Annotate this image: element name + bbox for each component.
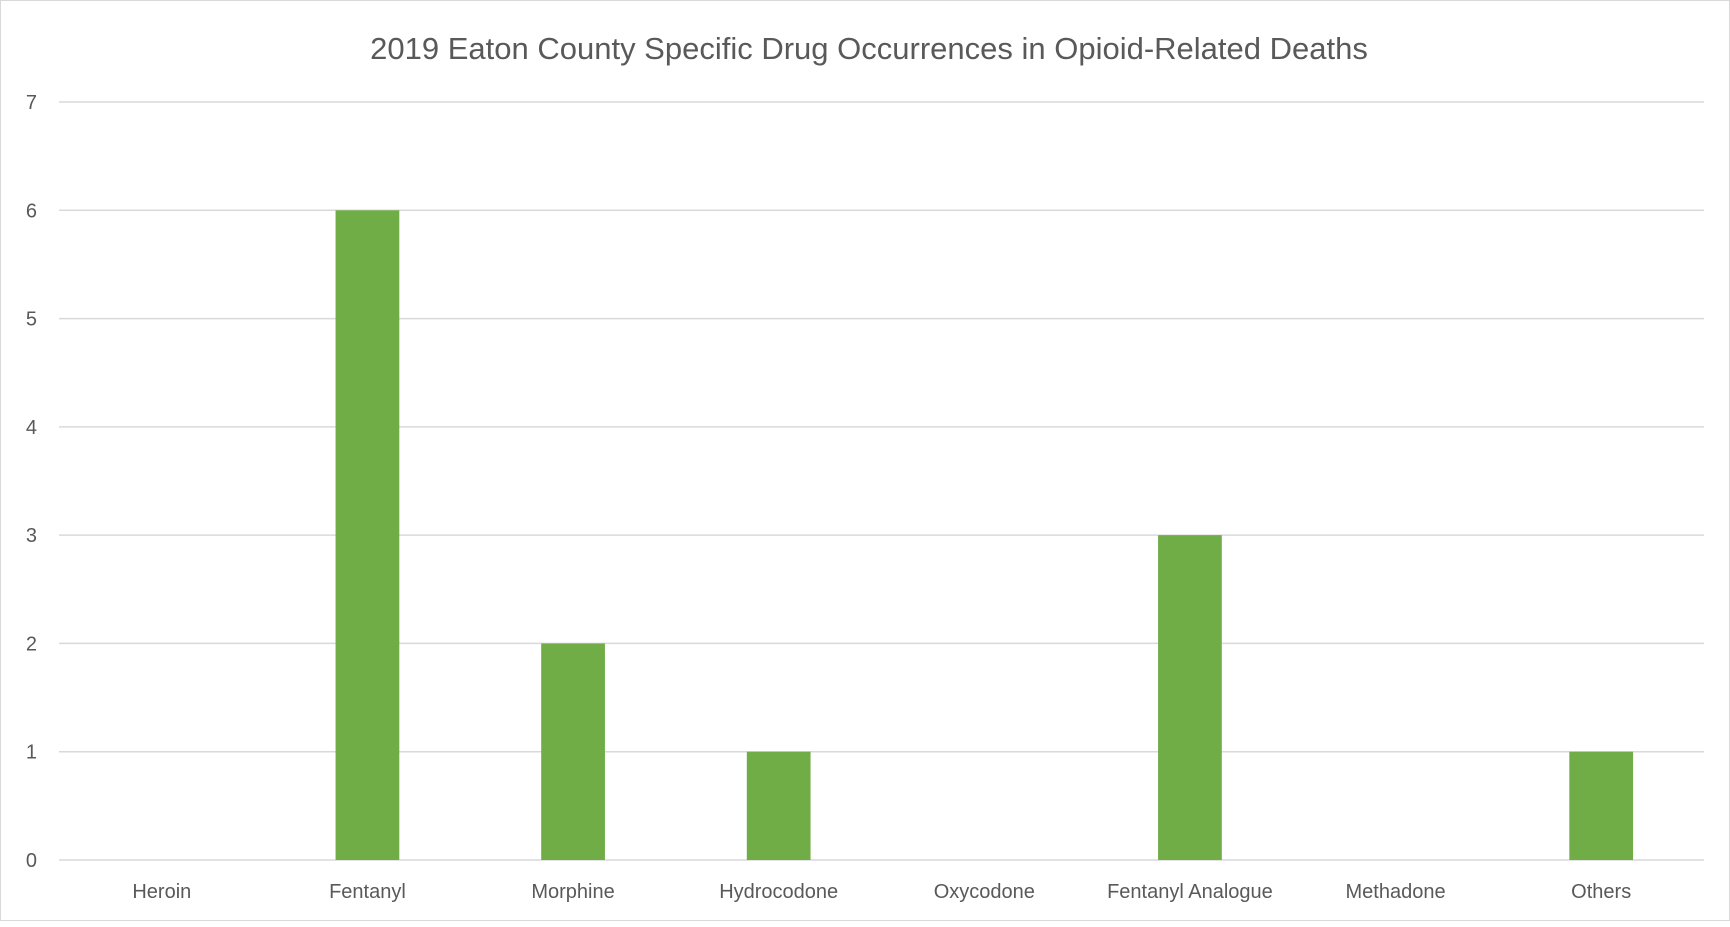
y-tick-label: 1 <box>26 742 37 764</box>
y-tick-label: 0 <box>26 850 37 872</box>
y-tick-label: 6 <box>26 200 37 222</box>
x-axis-labels: Heroin Fentanyl Morphine Hydrocodone Oxycodo… <box>132 881 1631 903</box>
y-tick-label: 3 <box>26 525 37 547</box>
x-category-label: Hydrocodone <box>719 881 838 903</box>
x-category-label: Oxycodone <box>934 881 1035 903</box>
gridlines <box>59 101 1704 861</box>
x-category-label: Heroin <box>132 881 191 903</box>
bar-hydrocodone <box>746 751 811 860</box>
x-category-label: Methadone <box>1346 881 1446 903</box>
y-tick-label: 4 <box>26 417 37 439</box>
chart-title: 2019 Eaton County Specific Drug Occurren… <box>370 31 1368 66</box>
y-tick-label: 7 <box>26 92 37 114</box>
bar-morphine <box>541 643 605 860</box>
y-axis-ticks: 0 1 2 3 4 5 6 7 <box>26 92 37 872</box>
x-category-label: Morphine <box>531 881 614 903</box>
bar-others <box>1569 751 1634 860</box>
y-tick-label: 2 <box>26 633 37 655</box>
bar-fentanyl <box>335 210 400 861</box>
x-category-label: Fentanyl Analogue <box>1107 881 1273 903</box>
x-category-label: Others <box>1571 881 1631 903</box>
x-category-label: Fentanyl <box>329 881 406 903</box>
y-tick-label: 5 <box>26 309 37 331</box>
bar-fentanyl-analogue <box>1158 535 1222 860</box>
bars <box>335 210 1634 861</box>
